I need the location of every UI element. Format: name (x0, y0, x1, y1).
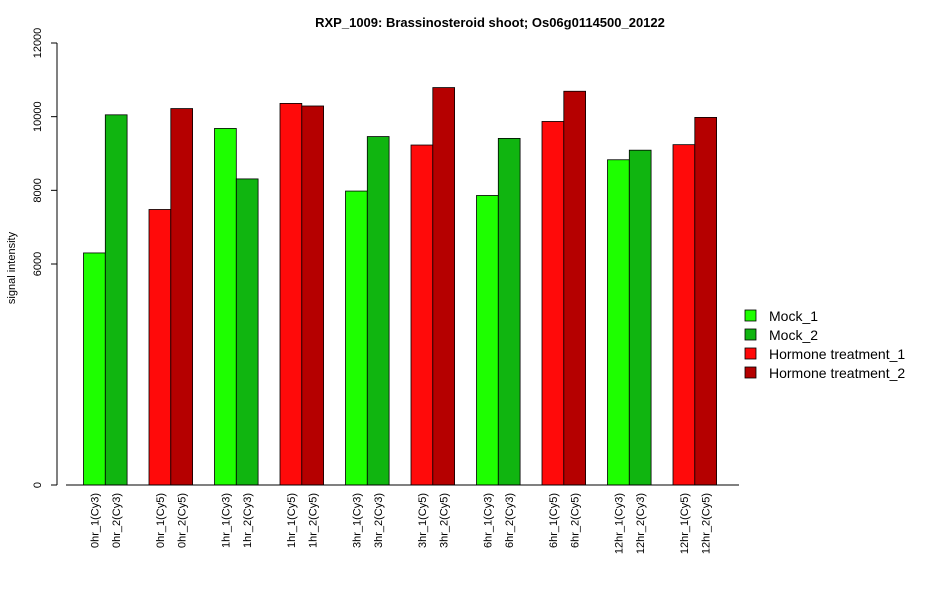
legend-label: Hormone treatment_1 (769, 346, 905, 362)
y-tick-label: 10000 (32, 101, 44, 132)
x-tick-label: 1hr_1(Cy5) (286, 493, 298, 548)
y-tick-label: 12000 (32, 28, 44, 59)
x-tick-label: 3hr_1(Cy3) (351, 493, 363, 548)
x-tick-label: 1hr_1(Cy3) (220, 493, 232, 548)
legend-label: Mock_1 (769, 308, 818, 324)
bar (279, 103, 303, 486)
x-tick-label: 3hr_2(Cy5) (439, 493, 451, 548)
bar (432, 87, 455, 486)
x-tick-label: 12hr_1(Cy3) (613, 493, 625, 554)
x-tick-label: 0hr_2(Cy5) (177, 493, 189, 548)
y-tick-label: 6000 (32, 252, 44, 276)
x-tick-label: 6hr_1(Cy3) (482, 493, 494, 548)
bar (104, 114, 128, 486)
legend: Mock_1 Mock_2 Hormone treatment_1 Hormone t… (744, 308, 905, 381)
bar (672, 144, 696, 486)
x-tick-label: 0hr_1(Cy5) (155, 493, 167, 548)
legend-label: Hormone treatment_2 (769, 365, 905, 381)
legend-swatch (744, 309, 757, 322)
y-tick-label: 0 (32, 482, 44, 488)
x-tick-label: 0hr_2(Cy3) (111, 493, 123, 548)
y-axis-label: signal intensity (6, 231, 18, 304)
bar (497, 137, 521, 486)
bar (345, 190, 368, 486)
bar (476, 195, 499, 486)
bar (83, 252, 106, 486)
bar (628, 149, 652, 486)
x-tick-label: 1hr_2(Cy5) (308, 493, 320, 548)
legend-swatch (744, 347, 757, 360)
x-tick-label: 6hr_2(Cy3) (504, 493, 516, 548)
legend-swatch (744, 328, 757, 341)
bar (366, 136, 390, 486)
y-tick-label: 8000 (32, 178, 44, 202)
bar (301, 105, 324, 486)
bar (410, 144, 434, 486)
legend-label: Mock_2 (769, 327, 818, 343)
bar (214, 128, 237, 486)
bar (541, 121, 565, 486)
x-tick-label: 12hr_2(Cy3) (635, 493, 647, 554)
bar (563, 90, 586, 486)
x-tick-label: 0hr_1(Cy3) (89, 493, 101, 548)
bar (170, 108, 194, 486)
x-tick-label: 6hr_2(Cy5) (570, 493, 582, 548)
x-tick-label: 12hr_2(Cy5) (701, 493, 713, 554)
bar (148, 209, 172, 486)
x-tick-label: 12hr_1(Cy5) (679, 493, 691, 554)
x-tick-label: 1hr_2(Cy3) (242, 493, 254, 548)
x-axis-labels: 0hr_1(Cy3) 0hr_2(Cy3) 0hr_1(Cy5) 0hr_2(Cy5)… (89, 493, 712, 554)
legend-swatch (744, 366, 757, 379)
y-axis: 0 6000 8000 10000 12000 (32, 28, 58, 488)
bar (607, 159, 630, 486)
x-tick-label: 3hr_2(Cy3) (373, 493, 385, 548)
bar (235, 178, 259, 486)
chart-title: RXP_1009: Brassinosteroid shoot; Os06g01… (315, 15, 665, 30)
x-tick-label: 3hr_1(Cy5) (417, 493, 429, 548)
x-tick-label: 6hr_1(Cy5) (548, 493, 560, 548)
bar (694, 117, 717, 486)
bars (83, 87, 717, 486)
